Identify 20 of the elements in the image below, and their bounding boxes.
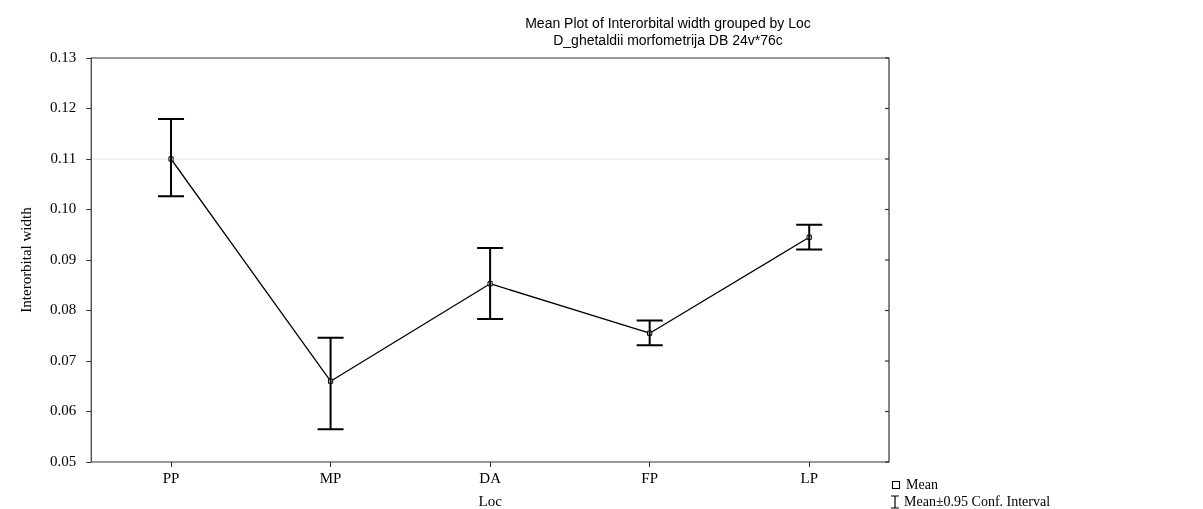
y-tick-label: 0.11 [50,149,77,166]
y-tick-label: 0.12 [50,99,77,116]
y-tick-label: 0.10 [50,200,77,217]
x-axis-title: Loc [478,492,503,509]
chart-title: Mean Plot of Interorbital width grouped by Loc [525,15,811,31]
text: Mean±0.95 Conf. Interval [904,493,1051,509]
x-tick-label: PP [162,469,180,486]
y-axis-title: Interorbital width [17,206,34,313]
y-tick-label: 0.06 [50,402,77,419]
y-tick-label: 0.08 [50,301,77,318]
legend-label: Mean [906,476,938,493]
y-tick-label: 0.05 [50,452,77,469]
y-tick-label: 0.13 [50,48,77,65]
x-tick-label: DA [479,469,502,486]
y-tick-label: 0.07 [50,351,77,368]
x-tick-label: LP [800,469,818,486]
chart-subtitle: D_ghetaldii morfometrija DB 24v*76c [553,32,783,48]
x-tick-label: MP [319,469,342,486]
x-tick-label: FP [641,469,659,486]
y-tick-label: 0.09 [50,250,77,267]
